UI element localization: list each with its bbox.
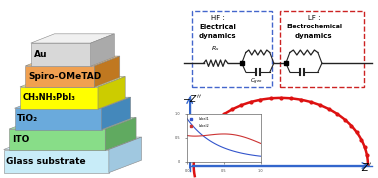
Text: $C_{geo}$: $C_{geo}$ (250, 77, 263, 87)
Text: Spiro-OMeTAD: Spiro-OMeTAD (28, 72, 101, 81)
Text: label2: label2 (198, 124, 209, 128)
Text: Electrical: Electrical (199, 24, 236, 30)
Text: TiO₂: TiO₂ (17, 114, 38, 123)
Text: LF :: LF : (308, 15, 320, 21)
Text: dynamics: dynamics (199, 33, 237, 39)
Polygon shape (4, 137, 141, 150)
Polygon shape (31, 34, 114, 43)
FancyBboxPatch shape (184, 5, 372, 93)
Polygon shape (91, 34, 114, 66)
Polygon shape (14, 108, 102, 130)
Text: $R_{s}$: $R_{s}$ (211, 44, 220, 53)
Polygon shape (25, 56, 120, 66)
Text: Au: Au (34, 50, 47, 59)
Polygon shape (94, 56, 120, 87)
Text: CH₃NH₃PbI₃: CH₃NH₃PbI₃ (23, 93, 76, 103)
Polygon shape (20, 77, 125, 87)
Polygon shape (25, 66, 94, 87)
Polygon shape (9, 117, 136, 129)
Polygon shape (31, 43, 91, 66)
Text: Electrochemical: Electrochemical (286, 24, 342, 29)
Polygon shape (105, 117, 136, 150)
Polygon shape (9, 129, 105, 150)
Text: Glass substrate: Glass substrate (6, 157, 86, 166)
Polygon shape (14, 97, 131, 108)
Text: dynamics: dynamics (295, 33, 333, 39)
Text: label1: label1 (198, 117, 209, 121)
Polygon shape (4, 150, 109, 173)
Polygon shape (109, 137, 141, 173)
Polygon shape (102, 97, 131, 130)
Text: HF :: HF : (211, 15, 225, 21)
Text: $Z'$: $Z'$ (361, 161, 372, 173)
Polygon shape (98, 77, 125, 109)
Polygon shape (20, 87, 98, 109)
Text: $-Z''$: $-Z''$ (182, 93, 201, 104)
Text: ITO: ITO (12, 135, 29, 144)
